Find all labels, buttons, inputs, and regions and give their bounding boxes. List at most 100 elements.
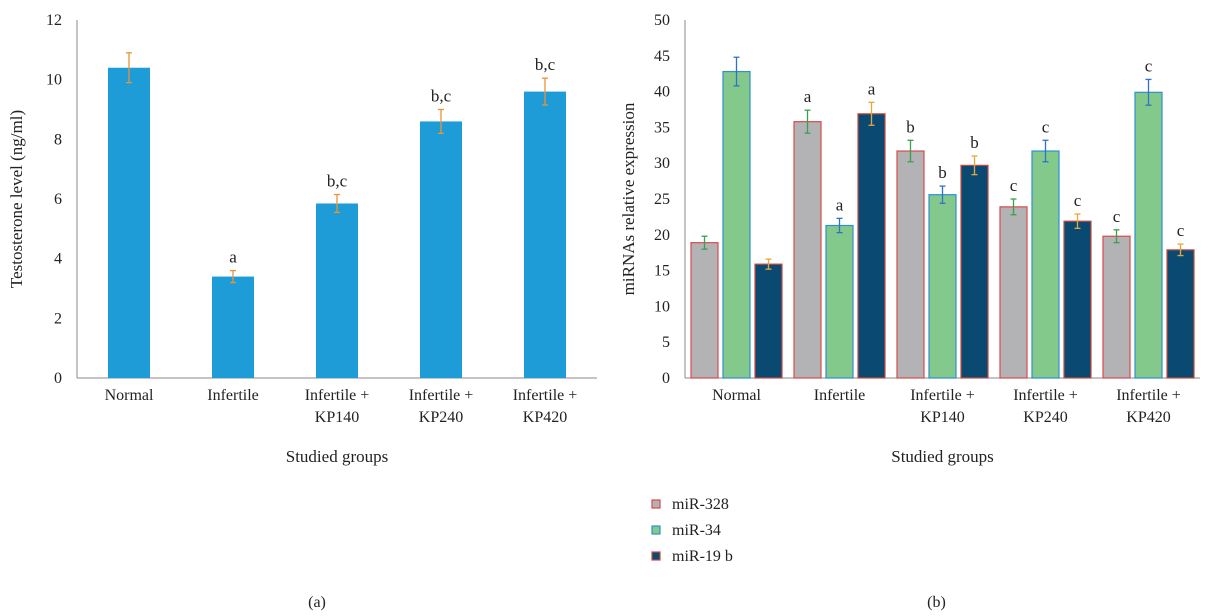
significance-label: a (229, 248, 237, 267)
y-tick-label: 35 (654, 119, 670, 136)
significance-label: a (836, 195, 844, 214)
error-bar (1010, 198, 1017, 216)
y-tick-label: 6 (54, 191, 62, 208)
x-tick-label: Normal (105, 387, 154, 404)
y-tick-label: 15 (654, 263, 670, 280)
error-bar (1145, 78, 1152, 106)
x-tick-label: Infertile + (1013, 387, 1078, 404)
bar (1134, 91, 1163, 379)
legend-label: miR-328 (672, 496, 729, 513)
y-tick-label: 0 (662, 370, 670, 387)
error-bar (1074, 213, 1081, 230)
legend-swatch (651, 551, 661, 561)
y-tick-label: 45 (654, 48, 670, 65)
y-tick-label: 40 (654, 84, 670, 101)
significance-label: a (868, 79, 876, 98)
bar (1102, 235, 1131, 379)
bar (1166, 249, 1195, 379)
error-bar (1042, 139, 1049, 163)
chart-panel-a: 0 2 4 6 8 10 12 Testosterone level (ng/ml) Studi… (7, 12, 597, 611)
significance-label: a (804, 87, 812, 106)
x-tick-label: Infertile + (409, 387, 474, 404)
error-bar (971, 155, 978, 176)
bar (928, 194, 957, 379)
y-tick-label: 10 (46, 72, 62, 89)
significance-label: c (1113, 207, 1121, 226)
y-tick-label: 8 (54, 131, 62, 148)
error-bar (438, 108, 444, 135)
bar (825, 224, 854, 379)
bar (896, 150, 925, 379)
chart-panel-b: 0 5 10 15 20 25 30 35 40 45 50 miRNAs relative expr… (619, 12, 1200, 611)
bar (999, 206, 1028, 379)
legend-swatch (651, 525, 661, 535)
y-tick-label: 10 (654, 298, 670, 315)
y-axis-title: miRNAs relative expression (619, 102, 638, 295)
x-tick-label: KP140 (315, 409, 359, 426)
significance-label: c (1042, 117, 1050, 136)
x-axis-title: Studied groups (891, 447, 993, 466)
legend-label: miR-19 b (672, 548, 733, 565)
x-tick-label: KP420 (523, 409, 567, 426)
error-bar (939, 185, 946, 204)
panel-label: (b) (927, 594, 946, 611)
x-tick-label: Infertile + (910, 387, 975, 404)
x-tick-label: Infertile + (513, 387, 578, 404)
bar (420, 121, 462, 378)
x-tick-label: Normal (712, 387, 761, 404)
x-tick-label: Infertile + (1116, 387, 1181, 404)
bar (857, 113, 886, 379)
x-tick-label: KP240 (419, 409, 463, 426)
y-tick-label: 12 (46, 12, 62, 29)
bar (690, 242, 719, 379)
bar (722, 70, 751, 379)
bar (754, 263, 783, 379)
bar (793, 121, 822, 379)
x-tick-label: KP140 (920, 409, 964, 426)
bar (960, 164, 989, 379)
significance-label: c (1145, 56, 1153, 75)
error-bar (907, 139, 914, 163)
bar (212, 276, 254, 378)
significance-label: b (970, 133, 979, 152)
y-tick-label: 30 (654, 155, 670, 172)
bar (1063, 220, 1092, 379)
y-tick-label: 50 (654, 12, 670, 29)
error-bar (1177, 243, 1184, 257)
x-tick-label: KP240 (1023, 409, 1067, 426)
y-tick-label: 5 (662, 334, 670, 351)
significance-label: c (1177, 221, 1185, 240)
error-bar (542, 77, 548, 106)
bar (1031, 150, 1060, 379)
x-axis-title: Studied groups (286, 447, 388, 466)
error-bar (1113, 229, 1120, 244)
x-tick-label: Infertile (207, 387, 259, 404)
x-tick-label: Infertile + (305, 387, 370, 404)
error-bar (701, 235, 708, 250)
error-bar (868, 101, 875, 126)
error-bar (733, 56, 740, 87)
error-bar (334, 193, 340, 214)
bar (316, 203, 358, 378)
significance-label: c (1010, 176, 1018, 195)
y-axis-title: Testosterone level (ng/ml) (7, 110, 26, 288)
error-bar (836, 217, 843, 234)
y-tick-label: 2 (54, 310, 62, 327)
error-bar (804, 109, 811, 134)
error-bar (126, 52, 132, 84)
significance-label: c (1074, 191, 1082, 210)
y-tick-label: 0 (54, 370, 62, 387)
bar (524, 91, 566, 378)
x-tick-label: KP420 (1126, 409, 1170, 426)
legend-swatch (651, 499, 661, 509)
significance-label: b (906, 117, 915, 136)
significance-label: b,c (327, 172, 348, 191)
y-tick-label: 4 (54, 251, 62, 268)
error-bar (230, 269, 236, 284)
error-bar (765, 258, 772, 270)
y-tick-label: 20 (654, 227, 670, 244)
significance-label: b,c (431, 87, 452, 106)
y-tick-label: 25 (654, 191, 670, 208)
panel-label: (a) (308, 594, 326, 611)
